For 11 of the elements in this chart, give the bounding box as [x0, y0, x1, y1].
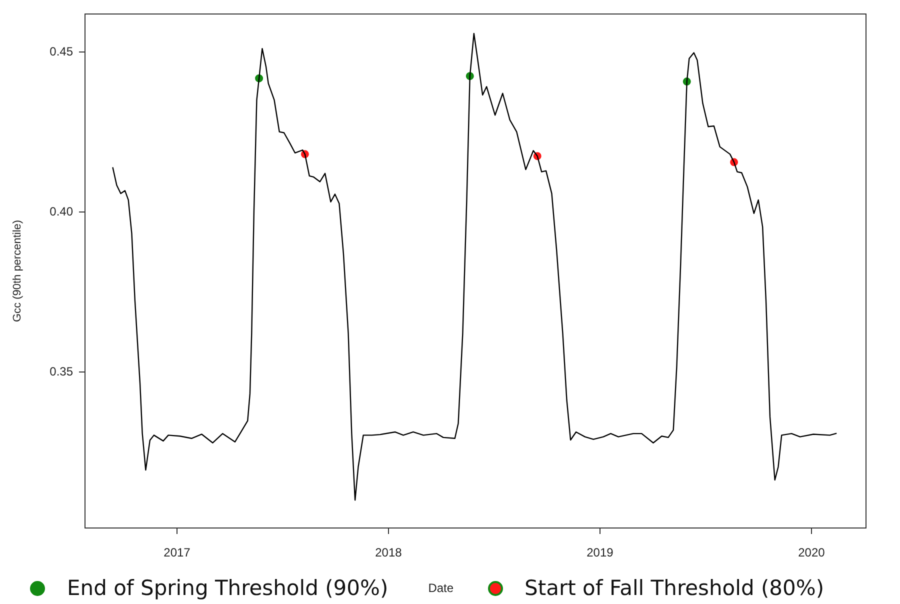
- x-axis-title: Date: [428, 581, 454, 595]
- x-tick-label: 2019: [586, 546, 614, 560]
- y-tick-label: 0.35: [50, 364, 74, 378]
- x-tick-label: 2020: [798, 546, 826, 560]
- y-axis-title: Gcc (90th percentile): [12, 220, 24, 322]
- x-tick-label: 2018: [375, 546, 402, 560]
- y-tick-label: 0.45: [50, 44, 74, 58]
- y-tick-label: 0.40: [50, 204, 74, 218]
- legend-label: End of Spring Threshold (90%): [67, 576, 388, 600]
- legend-label: Start of Fall Threshold (80%): [524, 576, 824, 600]
- x-tick-label: 2017: [164, 546, 191, 560]
